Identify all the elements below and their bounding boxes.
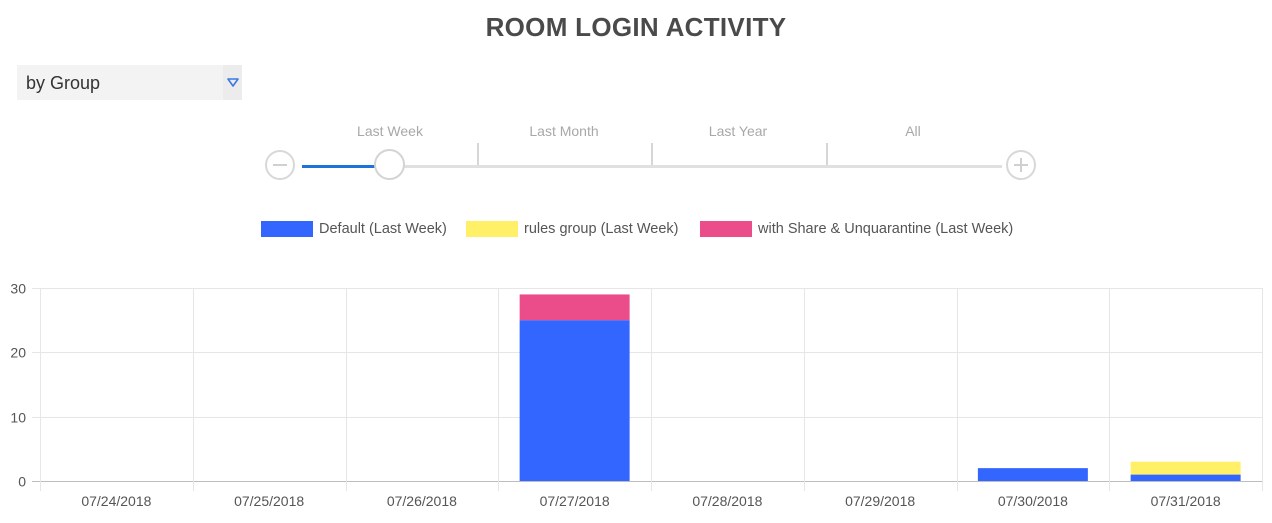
group-select[interactable]: by Group: [17, 65, 242, 100]
timeline-tick: [651, 143, 653, 165]
page-title: ROOM LOGIN ACTIVITY: [485, 12, 787, 42]
timeline-label-last-year[interactable]: Last Year: [708, 123, 768, 139]
timeline-fill: [302, 165, 390, 168]
time-range-slider[interactable]: Last Week Last Month Last Year All: [262, 110, 1042, 190]
timeline-label-last-month[interactable]: Last Month: [529, 123, 599, 139]
plus-icon: [1014, 158, 1028, 172]
zoom-out-button[interactable]: [265, 150, 295, 180]
legend-swatch: [466, 221, 518, 237]
legend-label: rules group (Last Week): [524, 221, 679, 237]
timeline-label-all[interactable]: All: [905, 123, 921, 139]
x-tick-label: 07/31/2018: [1151, 493, 1221, 509]
timeline-tick: [477, 143, 479, 165]
minus-icon: [273, 164, 287, 166]
group-select-value: by Group: [26, 73, 101, 93]
legend-label: Default (Last Week): [319, 221, 447, 237]
zoom-in-button[interactable]: [1006, 150, 1036, 180]
y-tick-label: 20: [10, 345, 26, 361]
y-tick-label: 30: [10, 281, 26, 297]
chart-legend: Default (Last Week) rules group (Last We…: [0, 218, 1272, 240]
x-tick-label: 07/24/2018: [81, 493, 151, 509]
legend-swatch: [261, 221, 313, 237]
legend-item-default[interactable]: Default (Last Week): [261, 218, 447, 240]
legend-item-share-unquarantine[interactable]: with Share & Unquarantine (Last Week): [700, 218, 1013, 240]
stacked-bar-chart: 0 10 20 30 07/24/2018 07/25/2018 07/26/2018 07/…: [10, 281, 1263, 509]
x-tick-label: 07/29/2018: [845, 493, 915, 509]
timeline-tick: [826, 143, 828, 165]
timeline-label-last-week[interactable]: Last Week: [357, 123, 423, 139]
legend-swatch: [700, 221, 752, 237]
bar-default-last-week[interactable]: [1130, 474, 1241, 481]
x-tick-label: 07/26/2018: [387, 493, 457, 509]
bar-default-last-week[interactable]: [977, 468, 1088, 481]
x-tick-label: 07/27/2018: [540, 493, 610, 509]
x-tick-label: 07/28/2018: [692, 493, 762, 509]
bar-default-last-week[interactable]: [519, 320, 630, 481]
y-tick-label: 10: [10, 410, 26, 426]
timeline-track[interactable]: [302, 165, 1002, 168]
legend-label: with Share & Unquarantine (Last Week): [758, 221, 1014, 237]
bar-with-share-unquarantine-last-week[interactable]: [519, 294, 630, 321]
y-tick-label: 0: [18, 474, 26, 490]
chevron-down-icon[interactable]: [223, 65, 242, 100]
timeline-knob[interactable]: [374, 149, 405, 180]
bar-rules-group-last-week[interactable]: [1130, 461, 1241, 475]
x-tick-label: 07/30/2018: [998, 493, 1068, 509]
x-tick-label: 07/25/2018: [234, 493, 304, 509]
legend-item-rules-group[interactable]: rules group (Last Week): [466, 218, 678, 240]
